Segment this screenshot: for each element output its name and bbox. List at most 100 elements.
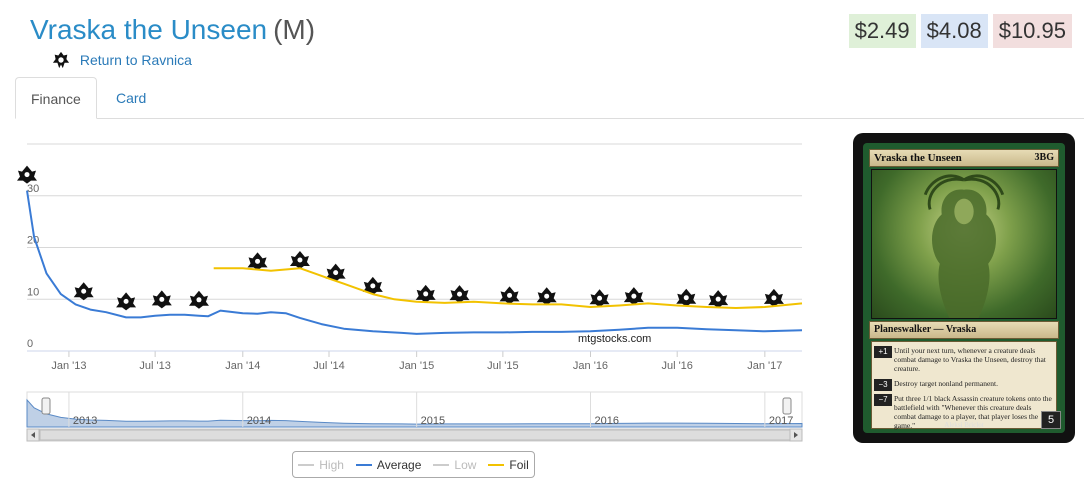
set-icon-center bbox=[457, 291, 463, 297]
ability-3-cost: −7 bbox=[874, 394, 892, 406]
tab-finance[interactable]: Finance bbox=[15, 77, 97, 119]
chevron-right-icon bbox=[794, 432, 798, 438]
set-icon-center bbox=[255, 258, 261, 264]
bfz-set-icon bbox=[536, 287, 557, 306]
legend-swatch-average bbox=[355, 463, 372, 466]
set-row: Return to Ravnica bbox=[52, 51, 192, 69]
legend-item-low[interactable]: Low bbox=[433, 458, 476, 472]
chart-navigator[interactable]: 2013 2014 2015 2016 2017 bbox=[26, 391, 803, 442]
card-image-rules-text: +1 Until your next turn, whenever a crea… bbox=[871, 341, 1057, 430]
set-icon-center bbox=[24, 172, 30, 178]
chart-watermark: mtgstocks.com bbox=[578, 333, 651, 345]
ability-2-text: Destroy target nonland permanent. bbox=[894, 379, 998, 388]
navigator-tick-label: 2015 bbox=[421, 415, 445, 427]
ability-3: −7 Put three 1/1 black Assassin creature… bbox=[874, 394, 1052, 430]
legend-item-average[interactable]: Average bbox=[355, 457, 422, 472]
x-tick-label: Jul '14 bbox=[313, 360, 344, 372]
dtk-set-icon bbox=[449, 285, 470, 304]
x-tick-label: Jan '16 bbox=[573, 360, 608, 372]
ori-set-icon bbox=[499, 286, 520, 305]
card-image-title-bar: Vraska the Unseen 3BG bbox=[869, 149, 1059, 167]
card-image: Vraska the Unseen 3BG Planeswalker — Vra… bbox=[853, 133, 1075, 443]
legend-item-foil[interactable]: Foil bbox=[488, 457, 529, 472]
aer-set-icon bbox=[763, 288, 784, 307]
series-line-foil bbox=[213, 267, 803, 309]
ogw-set-icon bbox=[589, 289, 610, 308]
tab-card[interactable]: Card bbox=[116, 90, 147, 106]
chart-legend: High Average Low Foil bbox=[292, 451, 535, 478]
legend-label-high: High bbox=[319, 457, 344, 472]
set-icon-center bbox=[159, 296, 165, 302]
navigator-right-handle[interactable] bbox=[782, 397, 792, 415]
legend-label-foil: Foil bbox=[509, 457, 529, 472]
navigator-tick-label: 2017 bbox=[769, 415, 793, 427]
card-image-name: Vraska the Unseen bbox=[874, 152, 962, 164]
ability-3-text: Put three 1/1 black Assassin creature to… bbox=[894, 394, 1052, 430]
x-tick-label: Jul '15 bbox=[487, 360, 518, 372]
legend-label-low: Low bbox=[454, 457, 477, 472]
price-low: $2.49 bbox=[848, 14, 916, 48]
chart-grid bbox=[27, 143, 802, 352]
legend-swatch-foil bbox=[488, 463, 505, 466]
emn-set-icon bbox=[676, 288, 697, 307]
y-tick-label: 10 bbox=[27, 286, 39, 298]
soi-set-icon bbox=[623, 287, 644, 306]
card-image-mana-cost: 3BG bbox=[1034, 152, 1054, 163]
set-icon-center bbox=[196, 297, 202, 303]
m14-set-icon bbox=[151, 290, 172, 309]
price-average: $4.08 bbox=[920, 14, 988, 48]
set-icon-center bbox=[715, 296, 721, 302]
x-tick-label: Jan '15 bbox=[399, 360, 434, 372]
ktk-set-icon bbox=[362, 276, 383, 295]
dgm-set-icon bbox=[116, 292, 137, 311]
set-icon-center bbox=[81, 288, 87, 294]
ability-1-text: Until your next turn, whenever a creatur… bbox=[894, 346, 1046, 373]
m15-set-icon bbox=[325, 263, 346, 282]
y-tick-label: 0 bbox=[27, 338, 33, 350]
navigator-tick-label: 2014 bbox=[247, 415, 271, 427]
rtr-set-icon bbox=[52, 51, 70, 69]
ability-2-cost: −3 bbox=[874, 379, 892, 391]
x-axis-ticks: Jan '13 Jul '13 Jan '14 Jul '14 Jan '15 Jul '… bbox=[27, 350, 802, 372]
gtc-set-icon bbox=[73, 282, 94, 301]
legend-swatch-high bbox=[298, 463, 315, 466]
x-tick-label: Jul '16 bbox=[661, 360, 692, 372]
navigator-area bbox=[26, 398, 803, 428]
ths-set-icon bbox=[188, 290, 209, 309]
set-icon-center bbox=[507, 292, 513, 298]
set-icon-center bbox=[423, 291, 429, 297]
x-tick-label: Jan '17 bbox=[747, 360, 782, 372]
card-inner: Vraska the Unseen 3BG Planeswalker — Vra… bbox=[863, 143, 1065, 433]
legend-label-average: Average bbox=[376, 457, 422, 472]
set-icon-center bbox=[297, 257, 303, 263]
price-group: $2.49 $4.08 $10.95 bbox=[848, 14, 1072, 48]
set-link[interactable]: Return to Ravnica bbox=[79, 52, 192, 68]
chevron-left-icon bbox=[31, 432, 35, 438]
chart-series bbox=[26, 190, 803, 335]
gorgon-illustration bbox=[923, 174, 1005, 318]
navigator-left-handle[interactable] bbox=[41, 397, 51, 415]
jou-set-icon bbox=[289, 250, 310, 269]
card-art bbox=[871, 169, 1057, 319]
navigator-scrollbar-thumb[interactable] bbox=[39, 429, 791, 441]
ability-1-cost: +1 bbox=[874, 346, 892, 358]
navigator-tick-label: 2016 bbox=[595, 415, 619, 427]
bng-set-icon bbox=[247, 252, 268, 271]
ability-2: −3 Destroy target nonland permanent. bbox=[874, 379, 1052, 391]
set-icon-center bbox=[123, 298, 129, 304]
set-icon-center bbox=[771, 295, 777, 301]
card-image-artist: Aleksi Briclot bbox=[944, 421, 984, 429]
card-image-type-line: Planeswalker — Vraska bbox=[869, 321, 1059, 339]
navigator-tick-label: 2013 bbox=[73, 415, 97, 427]
x-tick-label: Jul '13 bbox=[139, 360, 170, 372]
legend-item-high[interactable]: High bbox=[298, 458, 344, 472]
kld-set-icon bbox=[708, 290, 729, 309]
card-image-loyalty: 5 bbox=[1041, 411, 1061, 429]
ability-1: +1 Until your next turn, whenever a crea… bbox=[874, 346, 1052, 373]
set-release-markers bbox=[17, 165, 784, 311]
set-icon-center bbox=[597, 295, 603, 301]
x-tick-label: Jan '14 bbox=[225, 360, 260, 372]
set-icon-center bbox=[333, 270, 339, 276]
